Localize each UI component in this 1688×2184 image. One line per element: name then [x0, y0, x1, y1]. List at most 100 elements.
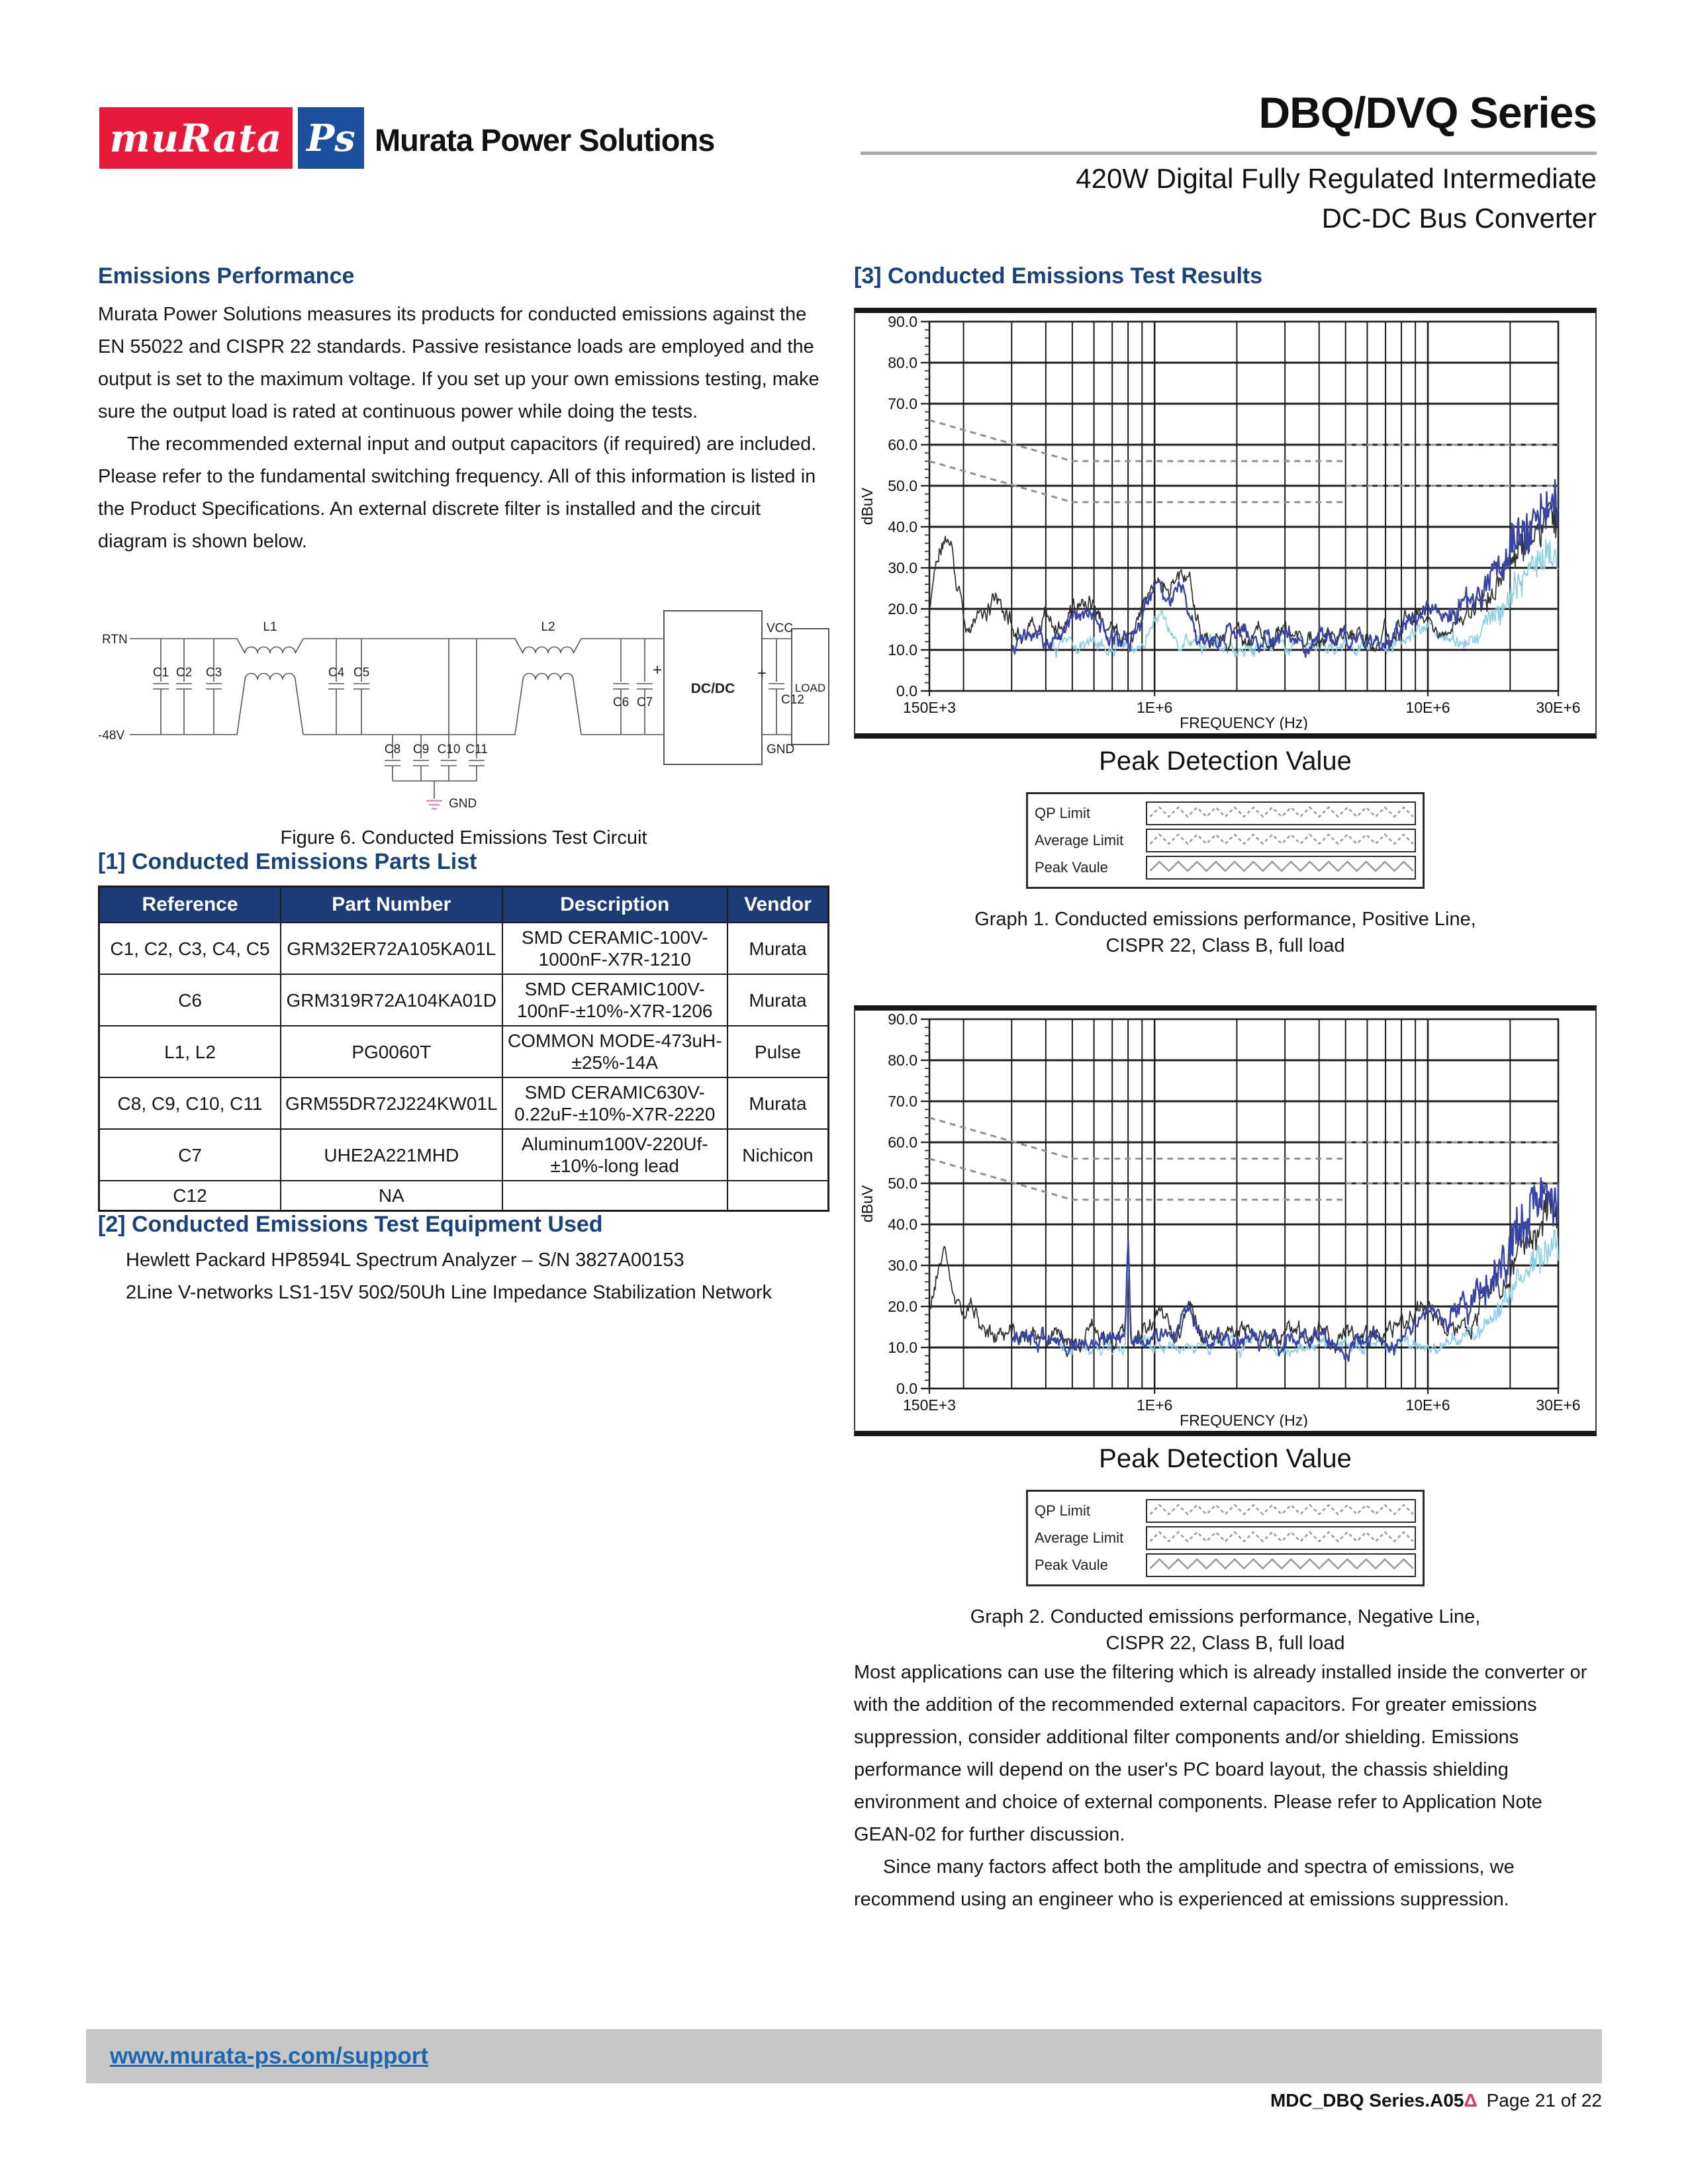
circuit-label-gnd-left: GND [449, 797, 477, 811]
legend-label: Peak Vaule [1035, 859, 1108, 876]
table-cell [726, 1180, 829, 1212]
svg-text:150E+3: 150E+3 [903, 699, 956, 716]
table-cell: Nichicon [726, 1128, 829, 1181]
table-cell: SMD CERAMIC100V-100nF-±10%-X7R-1206 [501, 974, 728, 1026]
circuit-label-load: LOAD [795, 682, 825, 694]
footer-bar: www.murata-ps.com/support [86, 2029, 1602, 2083]
graph-1-caption: Graph 1. Conducted emissions performance… [854, 906, 1597, 959]
circuit-label-c1: C1 [153, 666, 169, 680]
subtitle-line-1: 420W Digital Fully Regulated Intermediat… [1076, 163, 1597, 194]
circuit-label-l2: L2 [541, 620, 555, 634]
brand-name: Murata Power Solutions [375, 122, 715, 158]
emissions-paragraph-1: Murata Power Solutions measures its prod… [98, 304, 820, 422]
svg-text:10E+6: 10E+6 [1405, 1396, 1450, 1414]
svg-text:dBuV: dBuV [859, 487, 876, 525]
svg-text:50.0: 50.0 [888, 1175, 917, 1192]
emissions-chart-2: 0.0 10.0 20.0 30.0 40.0 50.0 60.0 70.0 80.0 90.0 1… [854, 1005, 1597, 1436]
circuit-label-dcdc: DC/DC [691, 681, 735, 696]
table-cell: GRM319R72A104KA01D [279, 974, 503, 1026]
table-row: C6 GRM319R72A104KA01D SMD CERAMIC100V-100n… [98, 974, 829, 1026]
table-cell: C12 [98, 1180, 281, 1212]
parts-list-table: Reference Part Number Description Vendor C1… [98, 886, 829, 1212]
table-row: C8, C9, C10, C11 GRM55DR72J224KW01L SMD CE… [98, 1077, 829, 1130]
graph-2-caption: Graph 2. Conducted emissions performance… [854, 1604, 1597, 1657]
emissions-chart-1: 0.0 10.0 20.0 30.0 40.0 50.0 60.0 70.0 80.0 90.0 1… [854, 308, 1597, 739]
parts-list-heading: [1] Conducted Emissions Parts List [98, 849, 477, 874]
circuit-label-c2: C2 [176, 666, 192, 680]
table-cell: GRM55DR72J224KW01L [279, 1077, 503, 1130]
emissions-performance-heading: Emissions Performance [98, 263, 355, 289]
subtitle-line-2: DC-DC Bus Converter [1321, 203, 1597, 234]
document-reference: MDC_DBQ Series.A05 [1270, 2090, 1464, 2111]
svg-text:0.0: 0.0 [896, 1380, 917, 1397]
table-row: C1, C2, C3, C4, C5 GRM32ER72A105KA01L SMD … [98, 922, 829, 975]
table-cell: NA [279, 1180, 503, 1212]
svg-text:40.0: 40.0 [888, 518, 917, 535]
legend-swatch-solid [1146, 1553, 1416, 1577]
legend-row: QP Limit [1035, 801, 1416, 825]
table-cell: Murata [726, 1077, 829, 1130]
graph-2-caption-line-2: CISPR 22, Class B, full load [1105, 1633, 1345, 1654]
ground-symbol [426, 799, 442, 810]
legend-swatch-solid [1146, 856, 1416, 880]
graph-block-1: 0.0 10.0 20.0 30.0 40.0 50.0 60.0 70.0 80.0 90.0 1… [854, 308, 1597, 959]
chart-2-legend: QP Limit Average Limit Peak Vaule [1026, 1490, 1425, 1586]
table-cell: Murata [726, 922, 829, 975]
graph-2-caption-line-1: Graph 2. Conducted emissions performance… [970, 1606, 1481, 1627]
circuit-label-c9: C9 [413, 743, 429, 756]
circuit-label-c8: C8 [385, 743, 400, 756]
table-cell: C1, C2, C3, C4, C5 [98, 922, 281, 975]
table-cell: UHE2A221MHD [279, 1128, 503, 1181]
ps-logo-text: Ps [306, 116, 355, 160]
chart-1-legend: QP Limit Average Limit Peak Vaule [1026, 792, 1425, 889]
circuit-label-c7: C7 [637, 696, 653, 709]
table-column-header: Reference [98, 886, 281, 923]
svg-text:30E+6: 30E+6 [1536, 1396, 1580, 1414]
left-column: Emissions Performance Murata Power Solut… [98, 263, 829, 1309]
graph-1-caption-line-1: Graph 1. Conducted emissions performance… [974, 909, 1476, 930]
table-cell: C8, C9, C10, C11 [98, 1077, 281, 1130]
svg-text:FREQUENCY (Hz): FREQUENCY (Hz) [1180, 1412, 1308, 1428]
svg-text:10E+6: 10E+6 [1405, 699, 1450, 716]
svg-text:20.0: 20.0 [888, 1298, 917, 1315]
figure-6-caption: Figure 6. Conducted Emissions Test Circu… [280, 827, 647, 848]
svg-text:80.0: 80.0 [888, 1052, 917, 1069]
legend-label: Peak Vaule [1035, 1557, 1108, 1573]
table-cell: Pulse [726, 1025, 829, 1078]
legend-label: QP Limit [1035, 805, 1090, 821]
svg-text:30E+6: 30E+6 [1536, 699, 1580, 716]
table-row: C7 UHE2A221MHD Aluminum100V-220Uf-±10%-lon… [98, 1128, 829, 1181]
table-cell: Aluminum100V-220Uf-±10%-long lead [501, 1128, 728, 1181]
circuit-label-c12: C12 [781, 693, 804, 707]
legend-swatch-dashed [1146, 829, 1416, 852]
svg-text:70.0: 70.0 [888, 1093, 917, 1110]
header-divider [861, 152, 1597, 155]
table-cell [501, 1180, 728, 1212]
svg-text:60.0: 60.0 [888, 1134, 917, 1151]
equipment-line-1: Hewlett Packard HP8594L Spectrum Analyze… [126, 1250, 684, 1271]
table-cell: SMD CERAMIC630V-0.22uF-±10%-X7R-2220 [501, 1077, 728, 1130]
circuit-label-c11: C11 [465, 743, 487, 756]
filtering-paragraph-1: Most applications can use the filtering … [854, 1662, 1587, 1845]
circuit-label-vcc: VCC [767, 621, 793, 635]
svg-text:1E+6: 1E+6 [1137, 1396, 1172, 1414]
legend-swatch-dashed [1146, 1499, 1416, 1523]
svg-text:FREQUENCY (Hz): FREQUENCY (Hz) [1180, 714, 1308, 730]
svg-text:30.0: 30.0 [888, 559, 917, 576]
legend-label: QP Limit [1035, 1502, 1090, 1519]
svg-text:90.0: 90.0 [888, 313, 917, 330]
table-row: L1, L2 PG0060T COMMON MODE-473uH-±25%-14A P… [98, 1025, 829, 1078]
circuit-label-plus1: + [653, 661, 662, 679]
right-column: [3] Conducted Emissions Test Results 0.0… [854, 263, 1597, 1916]
table-cell: PG0060T [279, 1025, 503, 1078]
support-link[interactable]: www.murata-ps.com/support [110, 2043, 428, 2069]
table-header-row: Reference Part Number Description Vendor [98, 886, 829, 923]
legend-row: QP Limit [1035, 1499, 1416, 1523]
table-cell: L1, L2 [98, 1025, 281, 1078]
emissions-paragraph-2: The recommended external input and outpu… [98, 433, 817, 552]
chart-1-title: Peak Detection Value [1099, 747, 1352, 776]
graph-block-2: 0.0 10.0 20.0 30.0 40.0 50.0 60.0 70.0 80.0 90.0 1… [854, 1005, 1597, 1657]
table-column-header: Vendor [726, 886, 829, 923]
emissions-test-circuit-diagram: RTN -48V C1 C2 C3 L1 C4 C5 C8 C9 C10 C11… [98, 599, 829, 821]
circuit-label-c10: C10 [438, 743, 461, 756]
